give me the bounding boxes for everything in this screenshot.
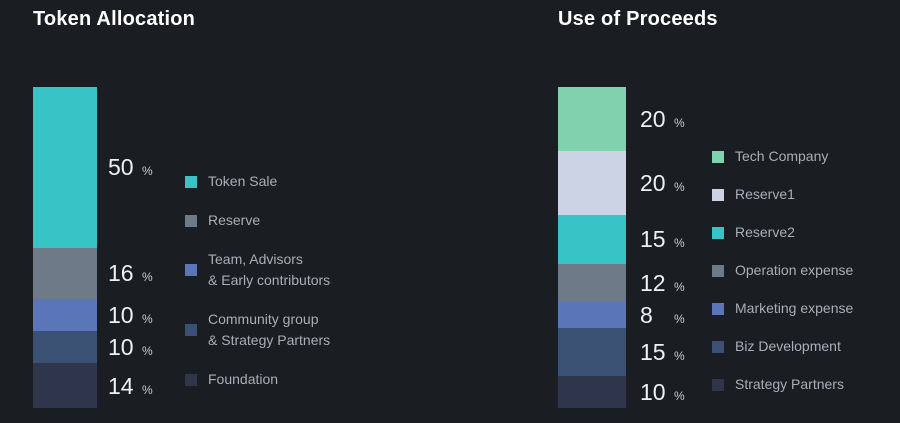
legend-label: Community group & Strategy Partners [208,311,331,348]
legend-label: Token Sale [208,173,278,189]
bar-segment [558,215,626,264]
segment-unit: % [142,344,153,358]
segment-value: 15 [640,338,666,365]
segment-value-label: 20% [640,105,685,133]
legend-item: Team, Advisors & Early contributors [185,249,330,291]
legend-item: Biz Development [712,336,853,357]
bar-segment [558,151,626,216]
bar-segment [33,298,97,331]
segment-unit: % [142,311,153,326]
chart-title-use-of-proceeds: Use of Proceeds [558,8,718,30]
segment-value-label: 10% [108,301,153,329]
segment-unit: % [674,180,685,195]
legend-label: Strategy Partners [735,376,844,392]
legend-swatch-icon [185,214,197,227]
legend-item: Reserve2 [712,222,853,243]
legend-swatch-icon [185,264,197,276]
legend-swatch-icon [712,264,724,277]
segment-value-label: 8% [640,301,685,329]
stacked-bar-token-allocation [33,87,97,408]
legend-label: Team, Advisors & Early contributors [208,251,331,288]
segment-unit: % [674,279,685,294]
stacked-bar-use-of-proceeds [558,87,626,408]
bar-segment [33,363,97,408]
legend-label: Reserve [208,212,261,228]
segment-value: 12 [640,269,666,296]
segment-value: 16 [108,260,134,287]
legend-use-of-proceeds: Tech Company Reserve1 Reserve2 Operation ex… [712,146,853,395]
segment-value: 10 [640,378,666,405]
segment-unit: % [674,388,685,403]
segment-unit: % [142,270,153,285]
segment-value: 50 [108,154,134,181]
bar-segment [33,247,97,299]
legend-label: Reserve2 [735,224,795,240]
bar-segment [558,263,626,303]
legend-swatch-icon [185,175,197,188]
segment-unit: % [142,382,153,397]
segment-value: 14 [108,372,134,399]
legend-swatch-icon [712,226,724,239]
legend-swatch-icon [185,324,197,336]
bar-segment [33,330,97,364]
legend-swatch-icon [712,378,724,391]
bar-segment [558,327,626,376]
segment-value-label: 12% [640,269,685,297]
segment-value-label: 10% [640,378,685,406]
segment-value: 10 [108,334,134,360]
legend-label: Reserve1 [735,186,795,202]
legend-swatch-icon [712,188,724,201]
legend-item: Tech Company [712,146,853,167]
legend-label: Biz Development [735,338,841,354]
segment-value: 15 [640,226,666,253]
segment-value-label: 14% [108,372,153,400]
legend-item: Strategy Partners [712,374,853,395]
legend-swatch-icon [712,340,724,353]
segment-value-label: 16% [108,259,153,287]
legend-swatch-icon [712,302,724,315]
segment-unit: % [142,164,153,179]
segment-unit: % [674,311,685,326]
legend-item: Token Sale [185,171,330,192]
segment-unit: % [674,348,685,363]
segment-value: 8 [640,301,653,328]
legend-swatch-icon [712,150,724,163]
segment-value-label: 10% [108,333,153,361]
segment-value-label: 15% [640,338,685,366]
legend-item: Community group & Strategy Partners [185,309,330,351]
legend-token-allocation: Token Sale Reserve Team, Advisors & Early … [185,171,330,390]
segment-unit: % [674,236,685,251]
legend-label: Foundation [208,371,279,387]
segment-value: 20 [640,106,666,133]
legend-label: Marketing expense [735,300,854,316]
bar-segment [33,87,97,248]
legend-label: Tech Company [735,148,829,164]
legend-item: Reserve [185,210,330,231]
bar-segment [558,87,626,152]
legend-item: Operation expense [712,260,853,281]
segment-value: 20 [640,170,666,197]
legend-swatch-icon [185,373,197,386]
legend-item: Marketing expense [712,298,853,319]
segment-unit: % [674,116,685,131]
bar-segment [558,375,626,408]
chart-title-token-allocation: Token Allocation [33,8,196,30]
legend-item: Foundation [185,369,330,390]
bar-segment [558,302,626,328]
segment-value-label: 20% [640,169,685,197]
legend-item: Reserve1 [712,184,853,205]
legend-label: Operation expense [735,262,854,278]
segment-value-label: 15% [640,225,685,253]
segment-value: 10 [108,301,134,328]
segment-value-label: 50% [108,153,153,181]
